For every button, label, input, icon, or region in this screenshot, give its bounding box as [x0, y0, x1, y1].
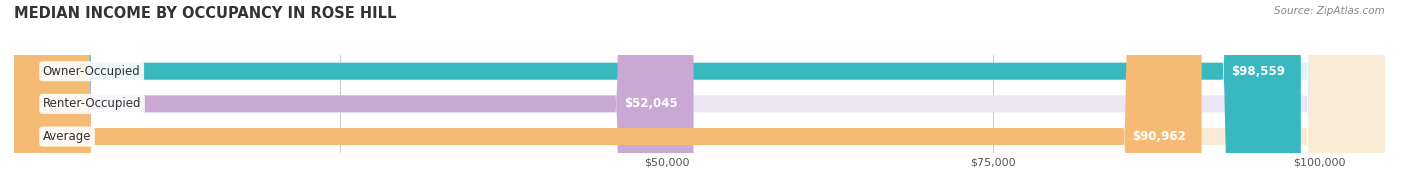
Text: $90,962: $90,962: [1132, 130, 1187, 143]
FancyBboxPatch shape: [14, 0, 1385, 196]
Text: Source: ZipAtlas.com: Source: ZipAtlas.com: [1274, 6, 1385, 16]
FancyBboxPatch shape: [14, 0, 1301, 196]
Text: $98,559: $98,559: [1232, 65, 1285, 78]
FancyBboxPatch shape: [14, 0, 1202, 196]
Text: Owner-Occupied: Owner-Occupied: [42, 65, 141, 78]
Text: $52,045: $52,045: [624, 97, 678, 110]
Text: Renter-Occupied: Renter-Occupied: [42, 97, 141, 110]
FancyBboxPatch shape: [14, 0, 693, 196]
Text: Average: Average: [42, 130, 91, 143]
Text: MEDIAN INCOME BY OCCUPANCY IN ROSE HILL: MEDIAN INCOME BY OCCUPANCY IN ROSE HILL: [14, 6, 396, 21]
FancyBboxPatch shape: [14, 0, 1385, 196]
FancyBboxPatch shape: [14, 0, 1385, 196]
